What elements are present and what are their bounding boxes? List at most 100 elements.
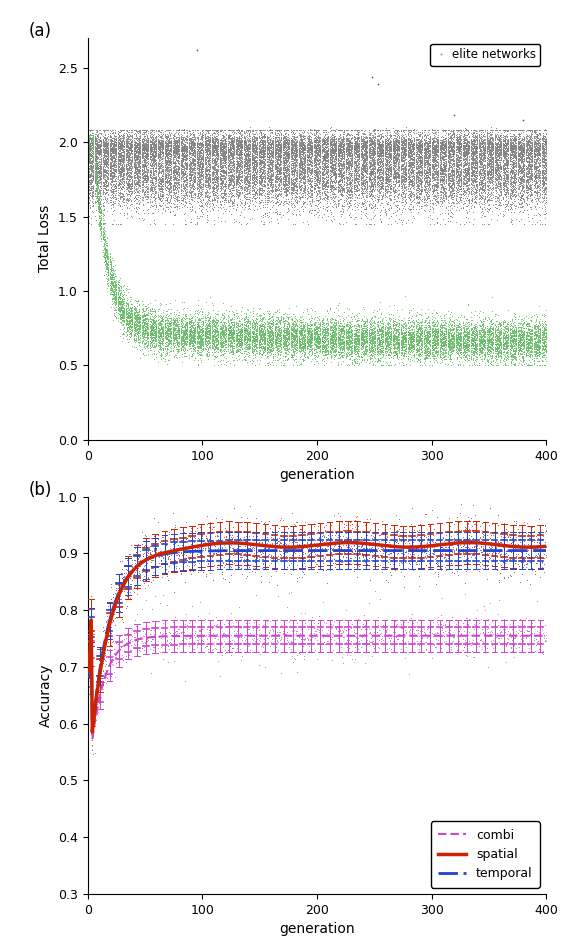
Point xyxy=(404,163,413,178)
Point xyxy=(356,332,365,347)
Point xyxy=(117,139,126,154)
Point xyxy=(199,193,208,208)
Point xyxy=(340,533,349,548)
Point xyxy=(88,127,97,142)
Point xyxy=(542,190,551,205)
Point xyxy=(317,333,326,348)
Point xyxy=(383,171,392,186)
Point xyxy=(309,332,318,347)
Point xyxy=(130,169,139,184)
Point xyxy=(475,123,484,138)
Point xyxy=(108,165,117,180)
Point xyxy=(509,128,518,143)
Point xyxy=(93,140,102,155)
Point xyxy=(119,191,128,206)
Point xyxy=(338,637,347,652)
Point xyxy=(508,163,517,178)
Point xyxy=(298,140,307,155)
Point xyxy=(348,342,357,358)
Point xyxy=(451,323,460,338)
Point xyxy=(406,146,415,161)
Point xyxy=(503,347,512,362)
Point xyxy=(264,158,273,173)
Point xyxy=(332,136,341,151)
Point xyxy=(290,138,299,153)
Point xyxy=(224,184,233,199)
Point xyxy=(421,144,430,159)
Point xyxy=(128,164,137,179)
Point xyxy=(394,187,403,202)
Point xyxy=(101,185,110,201)
Point xyxy=(157,544,166,559)
Point xyxy=(534,141,543,156)
Point xyxy=(480,192,489,207)
Point xyxy=(351,322,361,337)
Point xyxy=(515,341,524,356)
Point xyxy=(376,334,385,349)
Point xyxy=(293,179,302,194)
Point xyxy=(165,132,174,148)
Point xyxy=(355,633,364,648)
Point xyxy=(295,332,305,347)
Point xyxy=(384,162,393,177)
Point xyxy=(292,123,301,138)
Point xyxy=(215,319,224,334)
Point xyxy=(454,313,464,328)
Point xyxy=(492,141,501,156)
Point xyxy=(356,314,365,329)
Point xyxy=(473,168,482,184)
Point xyxy=(394,132,403,148)
Point xyxy=(484,152,494,167)
Point xyxy=(136,166,145,181)
Point xyxy=(119,131,128,146)
Point xyxy=(426,138,435,153)
Point xyxy=(173,343,182,359)
Point xyxy=(297,331,306,346)
Point xyxy=(539,207,548,222)
Point xyxy=(466,146,475,161)
Point xyxy=(193,327,202,342)
Point xyxy=(332,173,341,188)
Point xyxy=(471,321,481,336)
Point xyxy=(290,544,299,559)
Point xyxy=(483,323,492,338)
Point xyxy=(132,145,142,160)
Point xyxy=(419,172,428,187)
Point xyxy=(147,148,156,163)
Point xyxy=(148,312,157,327)
Point xyxy=(522,170,531,185)
Point xyxy=(492,157,501,172)
Point xyxy=(92,177,101,192)
Point xyxy=(102,247,112,262)
Point xyxy=(88,143,97,158)
Point xyxy=(254,145,263,160)
Point xyxy=(320,321,329,336)
Point xyxy=(384,330,393,345)
Point xyxy=(176,567,185,582)
Point xyxy=(169,315,178,330)
Point xyxy=(164,639,173,654)
Point xyxy=(436,319,445,334)
Point xyxy=(295,166,305,181)
Point xyxy=(438,172,447,187)
Point xyxy=(261,144,270,159)
Point xyxy=(267,147,276,162)
Point xyxy=(483,165,492,180)
Point xyxy=(384,335,393,350)
Point xyxy=(233,331,242,346)
Point xyxy=(299,162,308,177)
Point xyxy=(126,131,135,147)
Point xyxy=(515,175,524,190)
Point xyxy=(199,128,208,143)
Point xyxy=(233,342,242,358)
Point xyxy=(278,150,287,166)
Point xyxy=(423,340,432,355)
Point xyxy=(498,180,507,195)
Point xyxy=(126,143,135,158)
Point xyxy=(185,167,194,183)
Point xyxy=(278,128,287,143)
Point xyxy=(449,164,458,179)
Point xyxy=(420,154,429,169)
Point xyxy=(368,330,378,345)
Point xyxy=(384,342,393,357)
